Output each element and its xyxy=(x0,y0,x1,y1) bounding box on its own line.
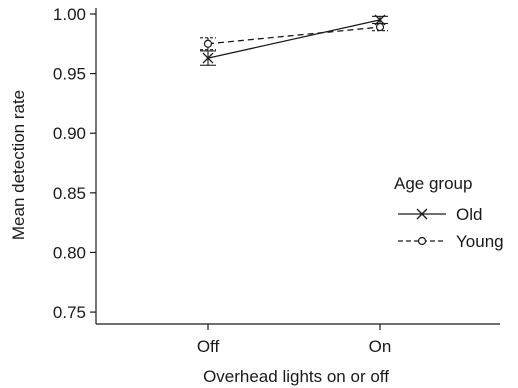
series-line-old xyxy=(207,19,381,59)
y-tick-label: 0.85 xyxy=(53,184,86,203)
y-axis-ticks: 0.75 0.80 0.85 0.90 0.95 1.00 xyxy=(53,5,96,322)
plot-area: 0.75 0.80 0.85 0.90 0.95 1.00 Off On xyxy=(53,5,500,356)
series-line-young xyxy=(207,26,381,45)
data-point-young xyxy=(375,22,385,32)
x-axis-title: Overhead lights on or off xyxy=(203,367,389,386)
marker-stroke xyxy=(416,208,428,220)
y-tick-label: 1.00 xyxy=(53,5,86,24)
data-point-young xyxy=(203,39,213,48)
y-tick-label: 0.80 xyxy=(53,243,86,262)
x-tick-label: On xyxy=(369,337,392,356)
marker-stroke xyxy=(202,52,214,64)
legend-entries: Old Young xyxy=(398,205,504,251)
y-axis-title: Mean detection rate xyxy=(9,90,28,240)
legend-entry-old: Old xyxy=(398,205,482,224)
legend-title: Age group xyxy=(394,174,472,193)
x-tick-label: Off xyxy=(197,337,220,356)
legend-entry-young: Young xyxy=(398,232,504,251)
y-tick-label: 0.90 xyxy=(53,124,86,143)
x-axis-ticks: Off On xyxy=(197,324,392,356)
y-tick-label: 0.95 xyxy=(53,65,86,84)
y-tick-label: 0.75 xyxy=(53,303,86,322)
series-young xyxy=(200,22,388,51)
legend: Age group Old Young xyxy=(394,174,504,251)
legend-label-old: Old xyxy=(456,205,482,224)
legend-marker-young xyxy=(417,236,427,246)
series-layer xyxy=(200,14,388,66)
data-point-old xyxy=(202,52,214,64)
marker-stroke xyxy=(374,14,386,26)
legend-marker-old xyxy=(416,208,428,220)
series-old xyxy=(200,14,388,66)
legend-label-young: Young xyxy=(456,232,504,251)
